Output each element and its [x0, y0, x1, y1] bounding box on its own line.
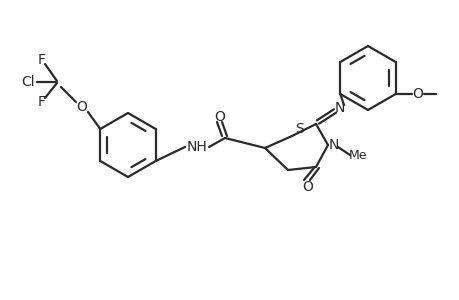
Text: O: O [76, 100, 87, 114]
Text: S: S [295, 122, 304, 136]
Text: O: O [411, 87, 422, 101]
Text: N: N [334, 101, 344, 115]
Text: Me: Me [348, 148, 366, 161]
Text: O: O [302, 180, 313, 194]
Text: Cl: Cl [21, 75, 35, 89]
Text: O: O [214, 110, 225, 124]
Text: F: F [38, 53, 46, 67]
Text: F: F [38, 95, 46, 109]
Text: N: N [328, 138, 338, 152]
Text: NH: NH [186, 140, 207, 154]
